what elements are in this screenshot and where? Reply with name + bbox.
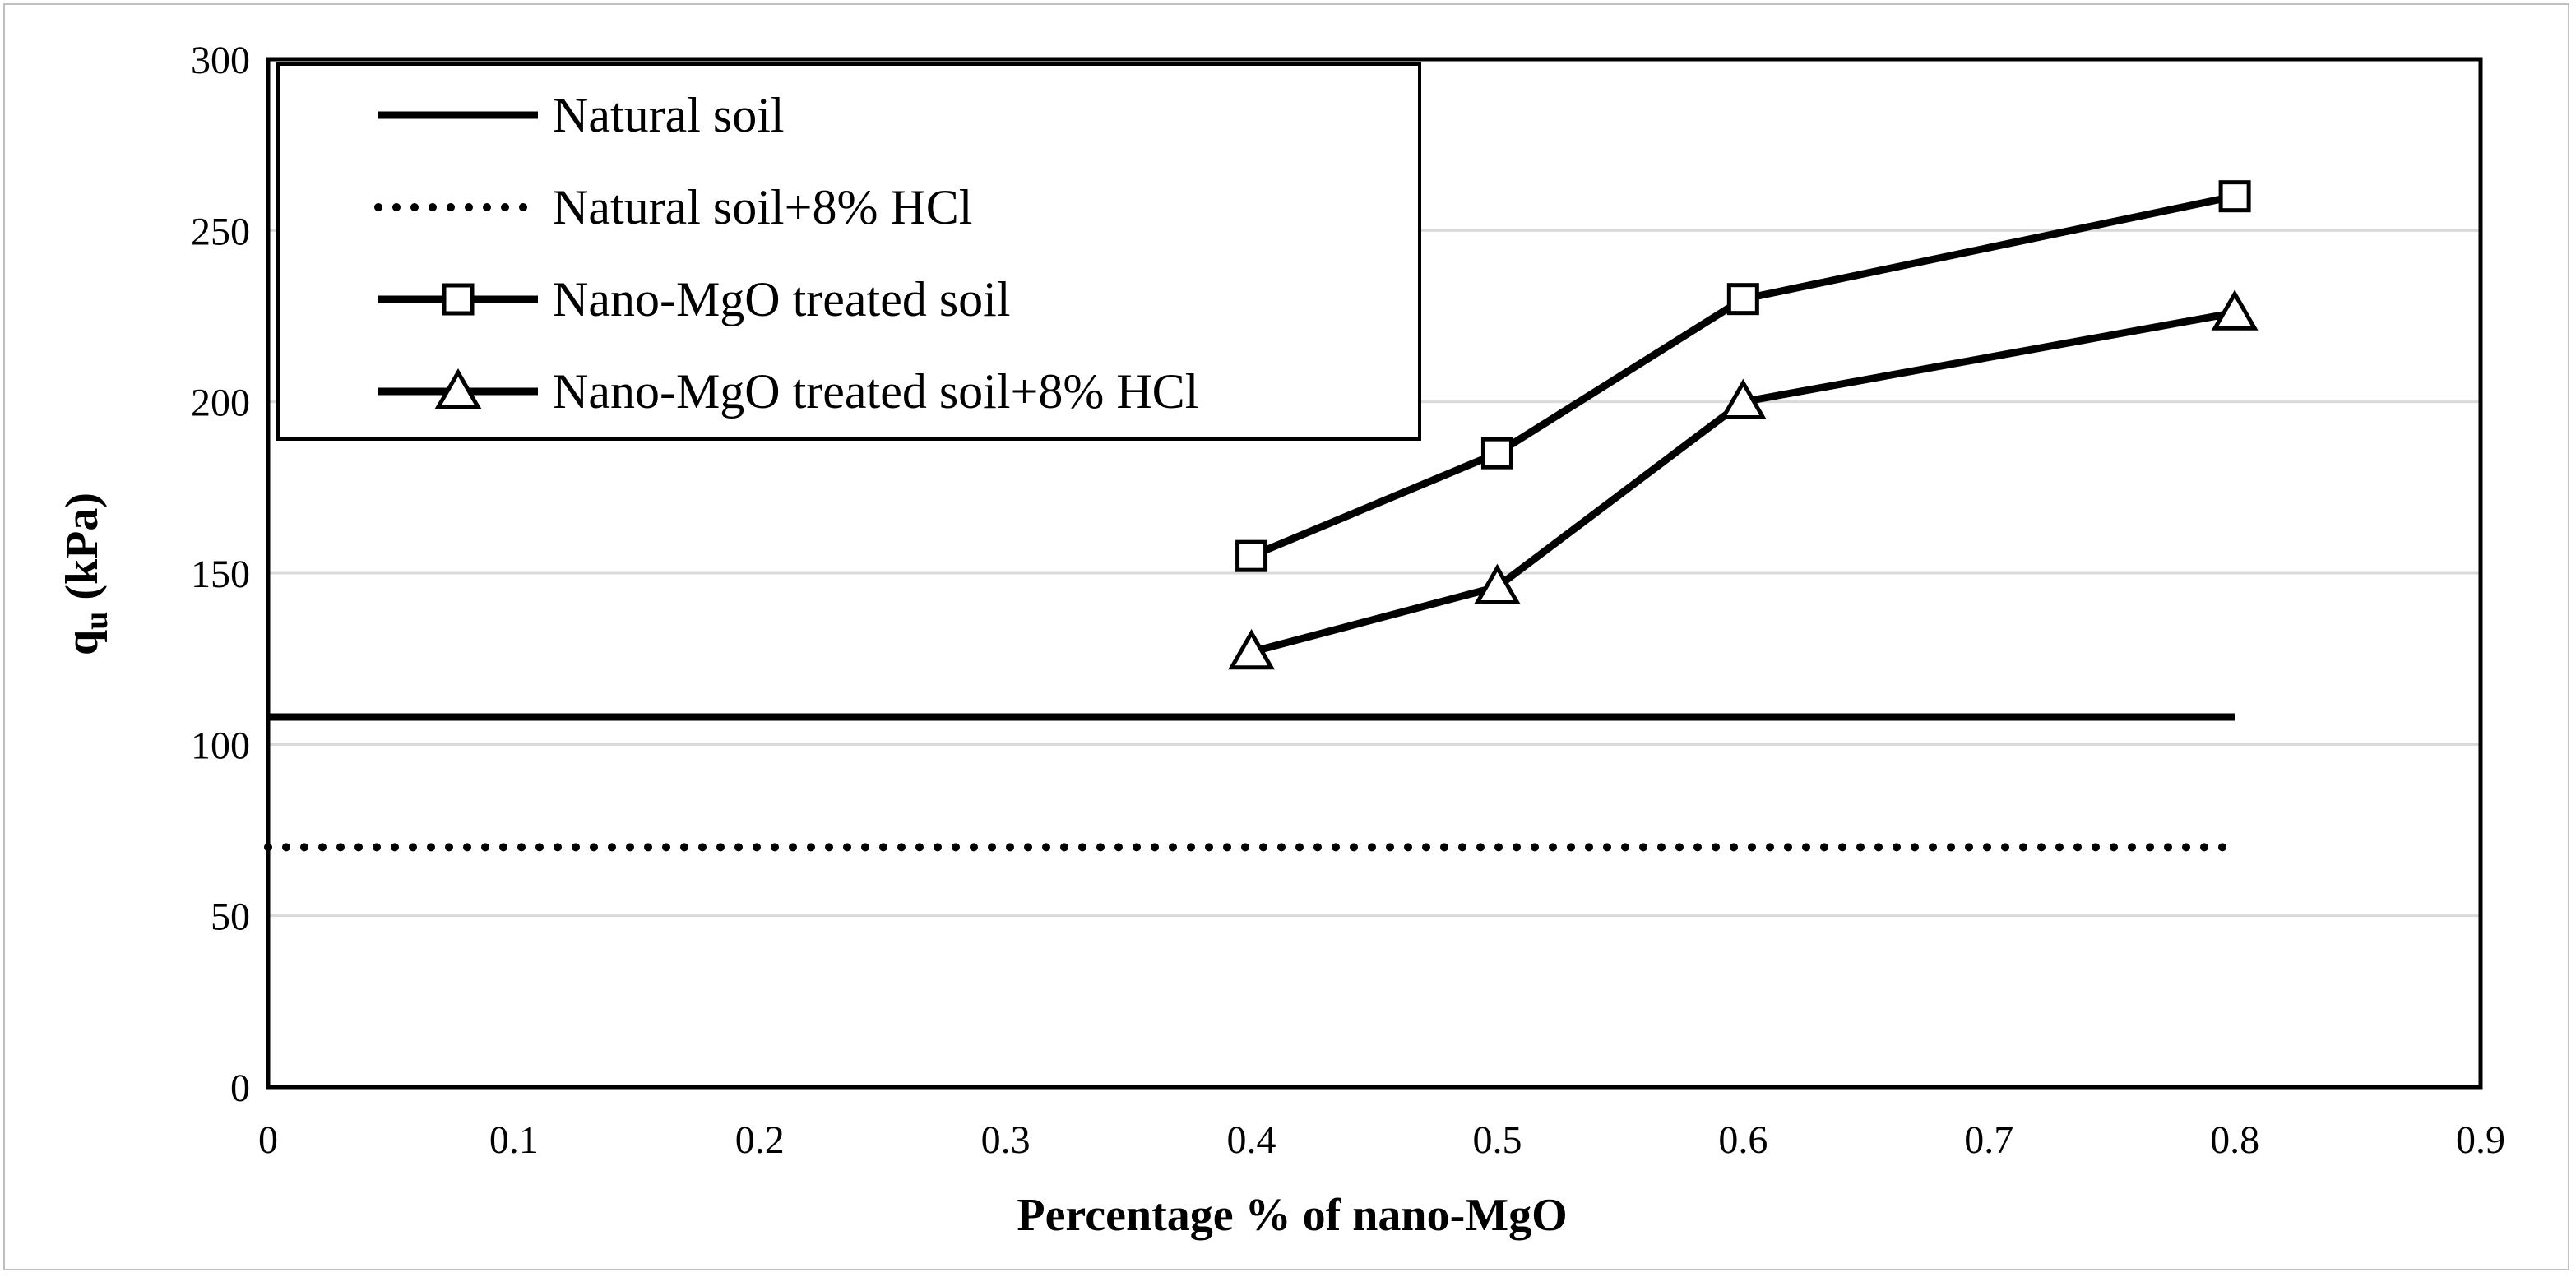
series-nano-mgo-treated-soil-8-hcl	[1228, 289, 2259, 670]
legend-marker-nano-mgo-treated-soil	[442, 283, 475, 316]
y-tick-label: 0	[230, 1066, 250, 1110]
x-tick-label: 0	[258, 1118, 278, 1162]
y-axis-title: qu (kPa)	[57, 493, 114, 655]
legend-box	[276, 62, 1421, 441]
data-point-nano-mgo-treated-soil	[2218, 180, 2251, 213]
x-tick-label: 0.2	[735, 1118, 785, 1162]
series-line-nano-mgo-treated-soil-8-hcl	[1250, 308, 2235, 656]
data-point-nano-mgo-treated-soil-8-hcl	[1473, 563, 1521, 605]
series-nano-mgo-treated-soil	[1235, 180, 2251, 572]
legend-label-nano-mgo-treated-soil: Nano-MgO treated soil	[553, 272, 1011, 326]
legend-label-natural-soil-8-hcl: Natural soil+8% HCl	[553, 180, 972, 234]
legend-entry-natural-soil: Natural soil	[378, 88, 785, 142]
x-axis-title: Percentage % of nano-MgO	[1017, 1190, 1567, 1241]
y-tick-label: 100	[191, 724, 250, 767]
x-tick-label: 0.8	[2210, 1118, 2259, 1162]
legend-label-natural-soil: Natural soil	[553, 88, 785, 142]
data-point-nano-mgo-treated-soil-8-hcl	[1228, 628, 1276, 670]
legend-entry-nano-mgo-treated-soil-8-hcl: Nano-MgO treated soil+8% HCl	[378, 364, 1198, 419]
data-point-nano-mgo-treated-soil-8-hcl	[2211, 289, 2259, 331]
x-tick-label: 0.1	[489, 1118, 539, 1162]
x-tick-label: 0.9	[2456, 1118, 2505, 1162]
x-tick-label: 0.5	[1472, 1118, 1522, 1162]
legend-marker-nano-mgo-treated-soil-8-hcl	[434, 368, 482, 409]
y-axis-title-main: q	[57, 630, 108, 655]
legend-entry-nano-mgo-treated-soil: Nano-MgO treated soil	[378, 272, 1011, 326]
data-point-nano-mgo-treated-soil	[1726, 283, 1759, 316]
legend: Natural soil Natural soil+8% HCl Nano-MgO …	[276, 62, 1421, 441]
y-tick-label: 200	[191, 382, 250, 425]
y-axis-title-subscript: u	[77, 612, 114, 630]
data-point-nano-mgo-treated-soil	[1235, 539, 1268, 572]
data-point-nano-mgo-treated-soil	[1480, 437, 1513, 470]
legend-entry-natural-soil-8-hcl: Natural soil+8% HCl	[374, 180, 972, 234]
x-tick-label: 0.6	[1718, 1118, 1768, 1162]
legend-label-nano-mgo-treated-soil-8-hcl: Nano-MgO treated soil+8% HCl	[553, 364, 1198, 419]
y-tick-label: 50	[211, 895, 250, 939]
y-tick-label: 150	[191, 553, 250, 596]
x-axis-ticks: 0 0.1 0.2 0.3 0.4 0.5 0.6 0.7 0.8 0.9	[258, 1118, 2505, 1162]
x-tick-label: 0.4	[1227, 1118, 1276, 1162]
x-tick-label: 0.3	[981, 1118, 1031, 1162]
y-axis-title-unit: (kPa)	[57, 493, 108, 612]
plot-area-border	[266, 57, 2483, 1090]
y-tick-label: 250	[191, 210, 250, 253]
x-tick-label: 0.7	[1964, 1118, 2013, 1162]
series-layer	[264, 180, 2259, 852]
y-tick-label: 300	[191, 39, 250, 82]
data-point-nano-mgo-treated-soil-8-hcl	[1719, 378, 1767, 420]
y-axis-ticks: 0 50 100 150 200 250 300	[191, 39, 250, 1110]
series-line-nano-mgo-treated-soil	[1249, 192, 2236, 560]
